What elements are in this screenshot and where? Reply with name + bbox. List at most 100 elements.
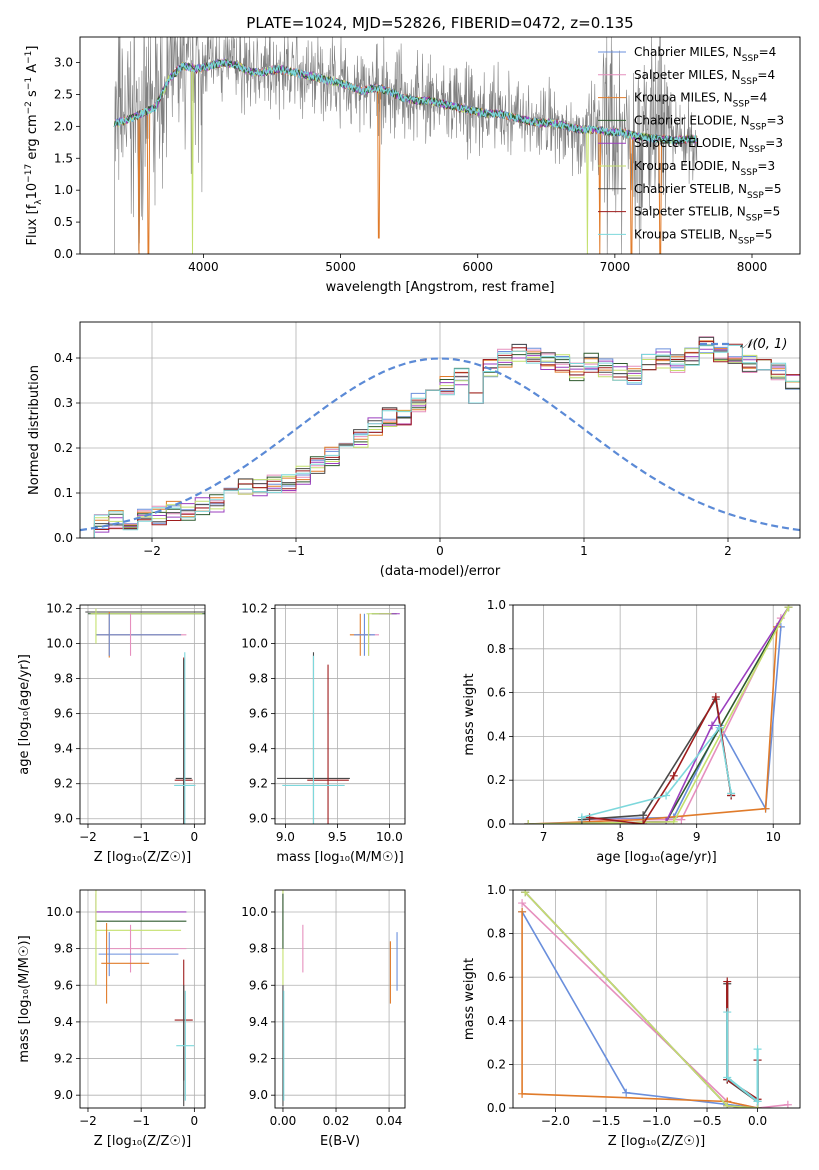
y-tick-label: 0.5 bbox=[54, 215, 73, 229]
data-point-marker bbox=[639, 820, 648, 824]
x-tick-label: −1 bbox=[132, 830, 150, 844]
legend-label-text: Salpeter MILES, N bbox=[634, 68, 741, 82]
x-tick-label: 2 bbox=[724, 544, 732, 558]
plot-area bbox=[277, 613, 400, 824]
axes-frame bbox=[512, 604, 801, 825]
data-point-marker bbox=[639, 811, 648, 820]
legend-label-sub: SSP bbox=[746, 214, 763, 224]
x-tick-label: 0.02 bbox=[323, 1114, 350, 1128]
y-tick-label: 1.5 bbox=[54, 151, 73, 165]
histogram-step-chabrier-stelib bbox=[80, 336, 800, 538]
x-tick-label: 6000 bbox=[462, 260, 493, 274]
legend-label-suffix: =4 bbox=[757, 68, 775, 82]
y-tick-label: 0.1 bbox=[54, 486, 73, 500]
data-point-marker bbox=[784, 605, 793, 612]
y-tick-label: 9.8 bbox=[249, 942, 268, 956]
legend-label-sub: SSP bbox=[733, 100, 750, 110]
data-point-marker bbox=[715, 723, 724, 732]
legend-label: Kroupa ELODIE, NSSP=3 bbox=[634, 159, 775, 178]
y-tick-label: 9.8 bbox=[54, 942, 73, 956]
y-tick-label: 9.8 bbox=[249, 672, 268, 686]
legend-label-text: Kroupa MILES, N bbox=[634, 91, 733, 105]
y-axis-label: mass weight bbox=[462, 673, 477, 755]
histogram-step-kroupa-miles bbox=[80, 340, 800, 538]
data-point-marker bbox=[662, 791, 671, 800]
y-tick-label: 2.5 bbox=[54, 87, 73, 101]
data-point-marker bbox=[727, 789, 736, 798]
legend-label-sub: SSP bbox=[750, 122, 767, 132]
panel-age-vs-mass: 9.0 9.5 10.0 9.0 9.2 9.4 9.6 9.8 10.0 10.2 mass [l… bbox=[241, 602, 406, 865]
legend-label-suffix: =4 bbox=[759, 45, 777, 59]
legend-label-text: Salpeter ELODIE, N bbox=[634, 136, 748, 150]
legend-label-sub: SSP bbox=[742, 54, 759, 64]
y-tick-label: 0.4 bbox=[487, 729, 506, 743]
y-tick-label: 10.0 bbox=[241, 637, 268, 651]
x-tick-label: 0.00 bbox=[270, 1114, 297, 1128]
x-tick-label: −2 bbox=[79, 830, 97, 844]
legend-label-sub: SSP bbox=[738, 236, 755, 246]
x-tick-label: −1.5 bbox=[591, 1114, 620, 1128]
legend-label: Chabrier ELODIE, NSSP=3 bbox=[634, 113, 784, 132]
series-line-kroupa-stelib bbox=[726, 1012, 759, 1104]
y-axis-label-part: ] bbox=[25, 46, 40, 51]
data-point-marker bbox=[577, 813, 586, 822]
data-point-marker bbox=[518, 899, 527, 908]
axes-frame bbox=[79, 889, 206, 1109]
data-point-marker bbox=[669, 817, 678, 824]
x-tick-label: 9 bbox=[693, 830, 701, 844]
x-axis-label: Z [log₁₀(Z/Z☉)] bbox=[608, 1134, 705, 1149]
legend-label-text: Chabrier MILES, N bbox=[634, 45, 742, 59]
panel-spectrum: 4000 5000 6000 7000 8000 0.0 0.5 1.0 1.5 2.0 2.5 3.… bbox=[24, 36, 801, 295]
panel-massweight-vs-age: 7 8 9 10 0.0 0.2 0.4 0.6 0.8 1.0 age [log₁₀(age/yr… bbox=[462, 598, 801, 865]
y-tick-label: 9.6 bbox=[54, 707, 73, 721]
x-tick-label: 4000 bbox=[188, 260, 219, 274]
data-point-marker bbox=[723, 977, 732, 986]
x-tick-label: 0 bbox=[191, 1114, 199, 1128]
y-tick-label: 0.8 bbox=[487, 642, 506, 656]
legend-label-suffix: =3 bbox=[757, 159, 775, 173]
x-tick-label: −2.0 bbox=[541, 1114, 570, 1128]
y-tick-label: 9.0 bbox=[54, 1088, 73, 1102]
y-tick-label: 3.0 bbox=[54, 56, 73, 70]
legend-label: Kroupa MILES, NSSP=4 bbox=[634, 91, 767, 110]
x-tick-label: 5000 bbox=[325, 260, 356, 274]
y-axis-label-part: Flux [f bbox=[25, 204, 40, 245]
legend-label: Salpeter STELIB, NSSP=5 bbox=[634, 205, 780, 224]
panel-massweight-vs-Z: −2.0 −1.5 −1.0 −0.5 0.0 0.0 0.2 0.4 0.6 0.8 1.0 Z [… bbox=[462, 883, 801, 1149]
y-tick-label: 0.2 bbox=[487, 1057, 506, 1071]
plot-area bbox=[85, 608, 205, 824]
x-tick-label: 0.0 bbox=[748, 1114, 767, 1128]
data-point-marker bbox=[518, 907, 527, 916]
legend-label: Chabrier STELIB, NSSP=5 bbox=[634, 182, 782, 201]
y-axis-label-part: −1 bbox=[24, 77, 34, 90]
axes-frame bbox=[274, 889, 406, 1109]
x-tick-label: 0 bbox=[436, 544, 444, 558]
y-axis-label-part: −1 bbox=[24, 51, 34, 64]
series-line-chabrier-elodie bbox=[524, 891, 758, 1108]
plot-area bbox=[95, 890, 195, 1107]
y-tick-label: 9.6 bbox=[249, 707, 268, 721]
legend-label-sub: SSP bbox=[741, 77, 758, 87]
data-point-marker bbox=[783, 1100, 792, 1108]
x-tick-label: −1 bbox=[132, 1114, 150, 1128]
y-axis-label: Normed distribution bbox=[27, 365, 42, 495]
y-tick-label: 9.4 bbox=[54, 1015, 73, 1029]
x-tick-label: 8000 bbox=[737, 260, 768, 274]
data-point-marker bbox=[723, 1101, 732, 1108]
x-axis-label: (data-model)/error bbox=[380, 564, 501, 579]
model-line-kroupa-stelib bbox=[113, 59, 698, 145]
y-axis-label-part: −17 bbox=[24, 164, 34, 183]
data-point-marker bbox=[753, 1097, 762, 1106]
data-point-marker bbox=[711, 692, 720, 701]
y-tick-label: 10.0 bbox=[46, 637, 73, 651]
y-axis-label: Flux [fλ10−17 erg cm−2 s−1 A−1] bbox=[24, 46, 44, 246]
legend-label-suffix: =4 bbox=[750, 91, 768, 105]
x-tick-label: 7000 bbox=[600, 260, 631, 274]
legend-label-suffix: =3 bbox=[765, 136, 783, 150]
series-line-chabrier-miles bbox=[521, 911, 758, 1108]
x-tick-label: 1 bbox=[580, 544, 588, 558]
y-tick-label: 9.4 bbox=[54, 742, 73, 756]
x-tick-label: 10.0 bbox=[376, 830, 403, 844]
panel-mass-vs-Z: −2 −1 0 9.0 9.2 9.4 9.6 9.8 10.0 Z [log₁₀(Z/Z☉)] m… bbox=[17, 889, 206, 1149]
